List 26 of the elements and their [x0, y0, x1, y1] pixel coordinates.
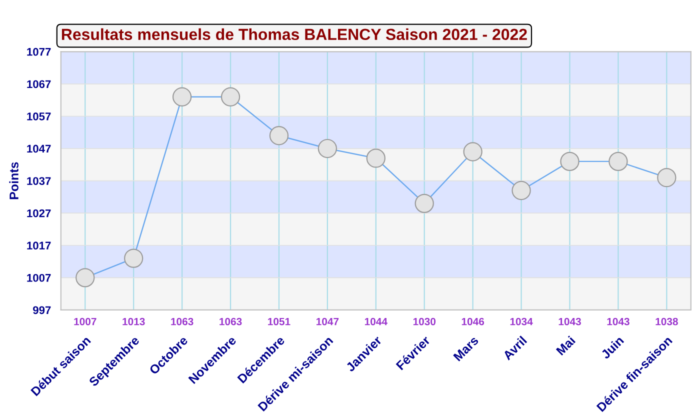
data-label: 1043: [607, 318, 630, 326]
data-label: 1007: [74, 318, 96, 326]
data-label: 1063: [171, 318, 194, 326]
y-tick-label: 1017: [27, 242, 51, 250]
y-tick-label: 1027: [27, 209, 51, 218]
data-label: 1030: [413, 318, 436, 326]
y-tick-label: 1067: [27, 80, 51, 88]
chart-title: Resultats mensuels de Thomas BALENCY Saison 2021 - 2022: [62, 28, 527, 40]
x-tick-label: Juin: [600, 336, 624, 360]
data-label: 1038: [656, 318, 678, 326]
data-label: 1051: [268, 318, 290, 326]
data-label: 1044: [364, 318, 388, 326]
y-tick-label: 1057: [27, 112, 51, 120]
data-label: 1034: [510, 318, 533, 326]
data-label: 1013: [122, 318, 145, 326]
data-label: 1063: [220, 318, 242, 326]
data-label: 1043: [558, 318, 581, 326]
data-label: 1046: [462, 318, 484, 326]
y-tick-label: 1007: [27, 274, 51, 282]
x-tick-label: Mai: [556, 336, 576, 356]
y-axis-title: Points: [9, 162, 18, 200]
y-tick-label: 1077: [27, 48, 51, 56]
y-tick-label: 997: [33, 306, 51, 314]
y-tick-label: 1047: [27, 144, 51, 153]
data-label: 1047: [316, 318, 339, 326]
y-tick-label: 1037: [27, 177, 51, 185]
